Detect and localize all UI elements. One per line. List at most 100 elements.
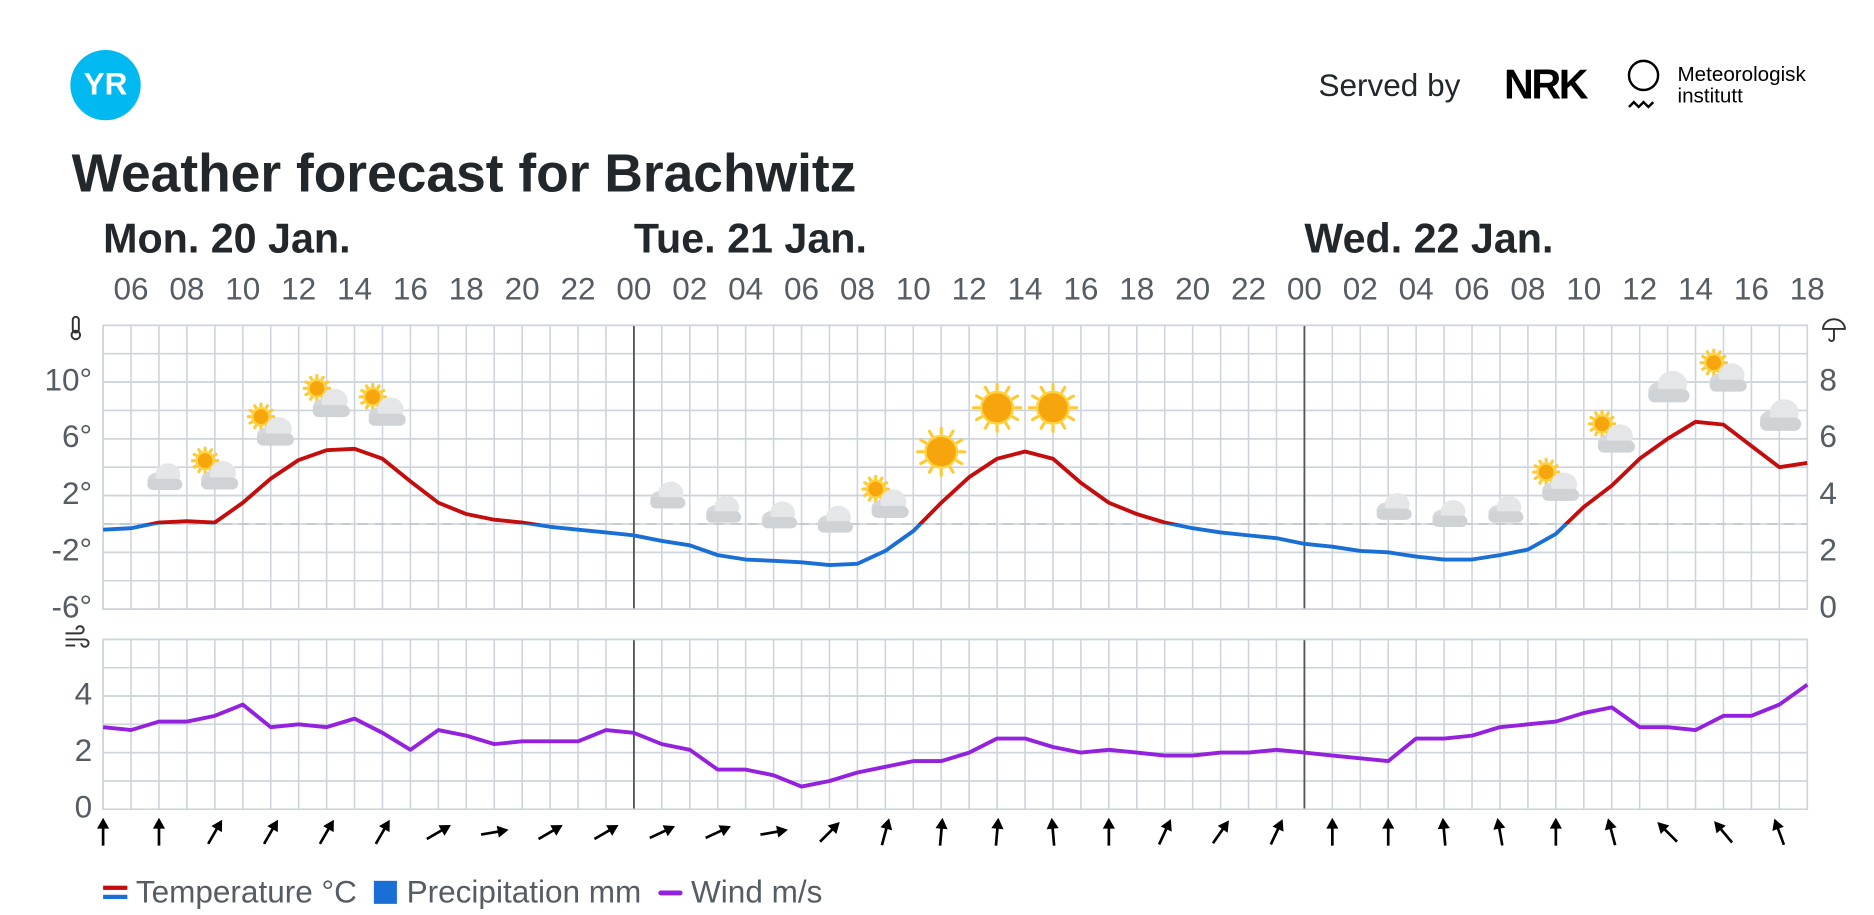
weather-symbol: [539, 461, 555, 491]
x-tick-label: 06: [784, 271, 819, 307]
arrow-head: [1272, 819, 1284, 832]
x-tick-label: 02: [1343, 271, 1378, 307]
moon: [701, 487, 711, 507]
sun-ray: [248, 420, 255, 425]
x-tick-label: 02: [672, 271, 707, 307]
day-label: Mon. 20 Jan.: [103, 215, 350, 261]
wind-arrow: [1046, 817, 1059, 846]
wind-arrow: [1549, 817, 1562, 846]
met-logo[interactable]: [1627, 59, 1660, 92]
x-tick-label: 14: [1678, 271, 1713, 307]
sun-ray: [1004, 421, 1011, 430]
sun-ray: [192, 452, 199, 458]
sun-ray: [1011, 415, 1020, 422]
weather-symbol: [142, 454, 183, 491]
y-tick-label: 2: [75, 732, 93, 768]
weather-symbol: [1210, 466, 1225, 497]
x-tick-label: 12: [281, 271, 316, 307]
moon: [645, 473, 656, 493]
sun-ray: [1067, 415, 1075, 422]
moon: [1210, 466, 1225, 497]
weather-symbol: [757, 492, 798, 529]
yr-logo[interactable]: [70, 49, 141, 121]
sun-disc: [980, 390, 1015, 425]
x-tick-label: 14: [1008, 271, 1043, 307]
moon: [1371, 484, 1382, 504]
cloud-part: [650, 497, 686, 509]
legend-swatch: [373, 880, 397, 904]
met-name: Meteorologisk: [1678, 63, 1807, 86]
arrow-head: [1217, 820, 1229, 833]
cloud-part: [1597, 440, 1636, 453]
weather-symbol: [190, 446, 239, 490]
sun-ray: [955, 459, 964, 466]
sun-ray: [1030, 415, 1039, 422]
moon: [539, 461, 555, 491]
arrow-head: [1382, 817, 1395, 829]
sun-ray: [360, 388, 366, 394]
umbrella-icon: [1822, 318, 1846, 342]
sun-ray: [1039, 421, 1046, 430]
arrow-head: [880, 818, 893, 831]
wind-arrow: [593, 825, 619, 841]
y-tick-label: 10°: [45, 361, 93, 397]
wind-arrow: [374, 819, 390, 845]
weather-symbol: [246, 402, 295, 446]
wind-arrow: [1772, 818, 1786, 846]
cloud-part: [147, 478, 183, 491]
cloud-part: [1432, 515, 1468, 527]
x-tick-label: 10: [896, 271, 931, 307]
y-tick-label: -6°: [52, 588, 93, 624]
moon: [428, 437, 443, 467]
arrow-head: [1604, 818, 1617, 831]
sun-ray: [867, 496, 873, 502]
sun-ray: [919, 438, 928, 445]
cloud-part: [201, 477, 239, 490]
wind-arrow: [1437, 817, 1450, 846]
wind-arrow: [1604, 818, 1617, 846]
wind-arrow: [1657, 822, 1678, 843]
moon: [1098, 437, 1114, 467]
served-by: Served by: [1318, 67, 1460, 103]
arrow-head: [1437, 817, 1450, 830]
nrk-logo[interactable]: NRK: [1504, 61, 1591, 107]
sun-disc: [924, 434, 959, 469]
sun-ray: [1705, 369, 1711, 376]
sun-ray: [364, 384, 370, 390]
legend-swatch: [658, 890, 683, 896]
day-label: Wed. 22 Jan.: [1304, 215, 1553, 261]
sun-ray: [1011, 394, 1020, 401]
weather-symbol: [1587, 409, 1636, 453]
legend-swatch: [103, 885, 128, 890]
plot-frame: [102, 324, 1809, 610]
sun-ray: [253, 423, 258, 430]
sun-ray: [1717, 350, 1722, 356]
wind-arrow: [760, 825, 788, 838]
sun-ray: [267, 408, 274, 414]
sun-ray: [882, 481, 889, 486]
sun-ray: [1533, 475, 1540, 480]
wind-arrow: [537, 825, 563, 841]
wind-arrow: [1493, 817, 1506, 846]
weather-symbol: [302, 374, 350, 418]
sun-ray: [192, 464, 199, 469]
wind-arrow: [152, 817, 166, 846]
x-tick-label: 22: [1231, 271, 1266, 307]
sun-ray: [919, 459, 928, 466]
wind-arrow: [705, 825, 731, 840]
wind-arrow: [262, 819, 279, 845]
sun-ray: [304, 391, 310, 397]
sun-ray: [1067, 394, 1075, 401]
weather-symbol: [358, 382, 406, 426]
sun-ray: [379, 388, 386, 394]
weather-symbol: [971, 382, 1023, 433]
moon: [1483, 487, 1494, 507]
arrow-head: [211, 819, 223, 833]
sun-ray: [955, 438, 964, 445]
arrow-head: [1046, 817, 1059, 830]
thermometer-icon: [70, 315, 82, 341]
arrow-head: [323, 819, 334, 833]
y2-tick-label: 8: [1819, 361, 1837, 397]
x-tick-label: 00: [1287, 271, 1322, 307]
